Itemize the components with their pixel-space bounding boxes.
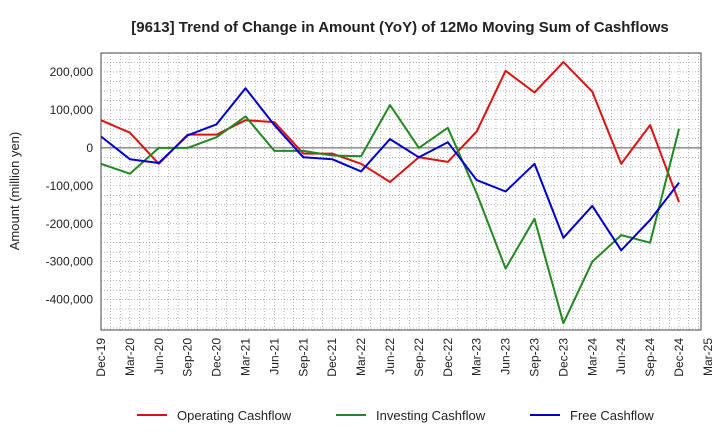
x-tick-label: Mar-25 (701, 338, 715, 376)
x-tick-label: Mar-22 (354, 338, 368, 376)
x-tick-label: Dec-20 (210, 338, 224, 377)
y-axis-label: Amount (million yen) (7, 132, 22, 251)
legend-item-operating-cashflow: Operating Cashflow (137, 408, 292, 423)
grid-layer (100, 52, 701, 330)
series-line-free-cashflow (100, 87, 680, 252)
plot-frame (100, 52, 702, 331)
x-tick-label: Jun-24 (614, 338, 628, 375)
series-line-operating-cashflow (100, 61, 680, 203)
legend: Operating Cashflow Investing Cashflow Free… (137, 408, 654, 423)
y-tick-label: -200,000 (46, 217, 94, 231)
x-tick-label: Sep-22 (412, 338, 426, 377)
legend-label: Operating Cashflow (177, 408, 292, 423)
legend-item-free-cashflow: Free Cashflow (530, 408, 654, 423)
legend-item-investing-cashflow: Investing Cashflow (336, 408, 486, 423)
x-tick-label: Dec-22 (441, 338, 455, 377)
x-tick-label: Jun-22 (383, 338, 397, 375)
x-tick-label: Sep-20 (181, 338, 195, 377)
y-tick-label: -300,000 (46, 255, 94, 269)
x-tick-label: Dec-21 (325, 338, 339, 377)
x-tick-label: Sep-23 (528, 338, 542, 377)
x-tick-label: Dec-23 (556, 338, 570, 377)
x-tick-label: Sep-24 (643, 338, 657, 377)
y-tick-label: 200,000 (50, 65, 94, 79)
legend-label: Free Cashflow (570, 408, 654, 423)
x-tick-label: Jun-20 (152, 338, 166, 375)
series-line-investing-cashflow (100, 104, 680, 325)
legend-label: Investing Cashflow (376, 408, 486, 423)
x-tick-label: Mar-23 (470, 338, 484, 376)
x-tick-label: Jun-21 (267, 338, 281, 375)
x-tick-label: Sep-21 (296, 338, 310, 377)
x-tick-label: Mar-21 (239, 338, 253, 376)
x-tick-label: Dec-24 (672, 338, 686, 377)
series-layer (100, 61, 680, 325)
x-tick-label: Mar-20 (123, 338, 137, 376)
y-tick-label: -100,000 (46, 179, 94, 193)
y-tick-label: 100,000 (50, 103, 94, 117)
y-tick-labels: 200,000 100,000 0 -100,000 -200,000 -300,000 -… (46, 65, 94, 307)
y-tick-label: -400,000 (46, 293, 94, 307)
x-tick-label: Jun-23 (499, 338, 513, 375)
x-tick-labels: Dec-19 Mar-20 Jun-20 Sep-20 Dec-20 Mar-21 Jun-… (94, 338, 715, 377)
chart-title: [9613] Trend of Change in Amount (YoY) o… (131, 19, 669, 36)
y-tick-label: 0 (86, 141, 93, 155)
x-tick-label: Dec-19 (94, 338, 108, 377)
x-tick-label: Mar-24 (585, 338, 599, 376)
